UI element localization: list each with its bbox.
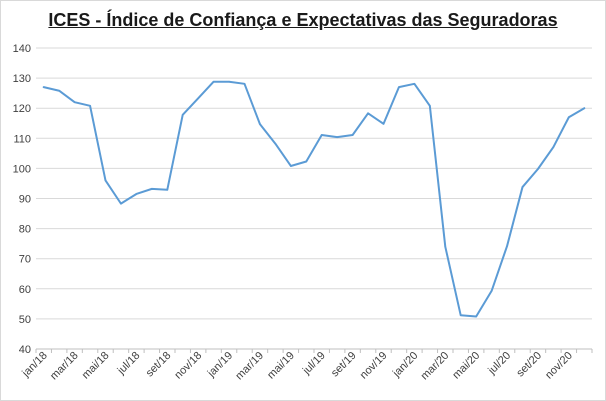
data-point — [89, 104, 91, 107]
data-point — [228, 80, 230, 83]
x-tick-label: mai/20 — [450, 350, 482, 382]
data-point — [58, 89, 60, 92]
y-tick-label: 140 — [13, 43, 31, 55]
data-point — [552, 146, 555, 148]
x-tick-label: jul/19 — [300, 350, 328, 378]
x-tick-label: jan/19 — [205, 350, 235, 380]
data-point — [166, 188, 169, 191]
series-group — [42, 80, 586, 318]
x-tick-label: jul/20 — [485, 350, 513, 378]
x-tick-label: set/18 — [144, 350, 174, 380]
x-tick-label: mai/18 — [80, 350, 112, 382]
grid-lines — [36, 47, 592, 320]
x-tick-label: nov/20 — [543, 350, 575, 382]
data-point — [305, 160, 308, 163]
y-tick-label: 130 — [13, 73, 31, 85]
y-tick-label: 80 — [19, 224, 31, 236]
data-point — [521, 186, 524, 188]
y-tick-label: 50 — [19, 314, 31, 326]
data-point — [459, 314, 462, 317]
x-tick-label: mar/18 — [48, 350, 81, 383]
data-point — [537, 168, 539, 170]
data-point — [568, 116, 570, 119]
data-point — [583, 107, 586, 109]
y-tick-label: 70 — [19, 254, 31, 266]
y-tick-label: 120 — [13, 103, 31, 115]
y-axis-ticks: 40 50 60 70 80 90 100 110 120 130 140 — [13, 43, 31, 356]
x-tick-label: nov/18 — [172, 350, 204, 382]
x-tick-label: nov/19 — [358, 350, 390, 382]
data-point — [382, 123, 385, 125]
chart-title: ICES - Índice de Confiança e Expectativa… — [48, 10, 558, 30]
data-point — [135, 193, 138, 195]
y-tick-label: 90 — [19, 194, 31, 206]
y-tick-label: 60 — [19, 284, 31, 296]
data-point — [444, 245, 447, 248]
series-line-0 — [42, 80, 586, 318]
data-point — [398, 86, 400, 88]
data-point — [181, 114, 184, 116]
x-axis — [35, 348, 593, 353]
x-tick-label: mar/19 — [233, 350, 266, 383]
data-point — [274, 142, 277, 145]
data-point — [42, 86, 45, 88]
data-point — [367, 112, 369, 115]
data-point — [506, 245, 508, 247]
data-point — [475, 315, 477, 318]
x-tick-label: set/19 — [329, 350, 359, 380]
x-tick-label: jan/20 — [390, 350, 420, 380]
data-point — [320, 134, 323, 136]
data-point — [429, 104, 431, 107]
data-point — [413, 83, 416, 85]
data-point — [290, 165, 292, 167]
y-tick-label: 100 — [13, 163, 31, 175]
data-point — [336, 136, 338, 138]
data-point — [151, 188, 153, 190]
y-tick-label: 110 — [13, 133, 31, 145]
y-tick-label: 40 — [19, 344, 31, 356]
x-tick-label: set/20 — [514, 350, 544, 380]
data-point — [197, 97, 199, 100]
data-point — [104, 179, 107, 182]
x-tick-label: mai/19 — [265, 350, 297, 382]
data-point — [243, 83, 246, 85]
data-point — [490, 290, 493, 292]
data-point — [73, 101, 76, 103]
data-point — [212, 80, 215, 83]
x-tick-label: jul/18 — [115, 350, 143, 378]
x-tick-label: mar/20 — [419, 350, 452, 383]
data-point — [351, 134, 354, 136]
data-point — [120, 202, 122, 205]
data-point — [259, 123, 261, 125]
